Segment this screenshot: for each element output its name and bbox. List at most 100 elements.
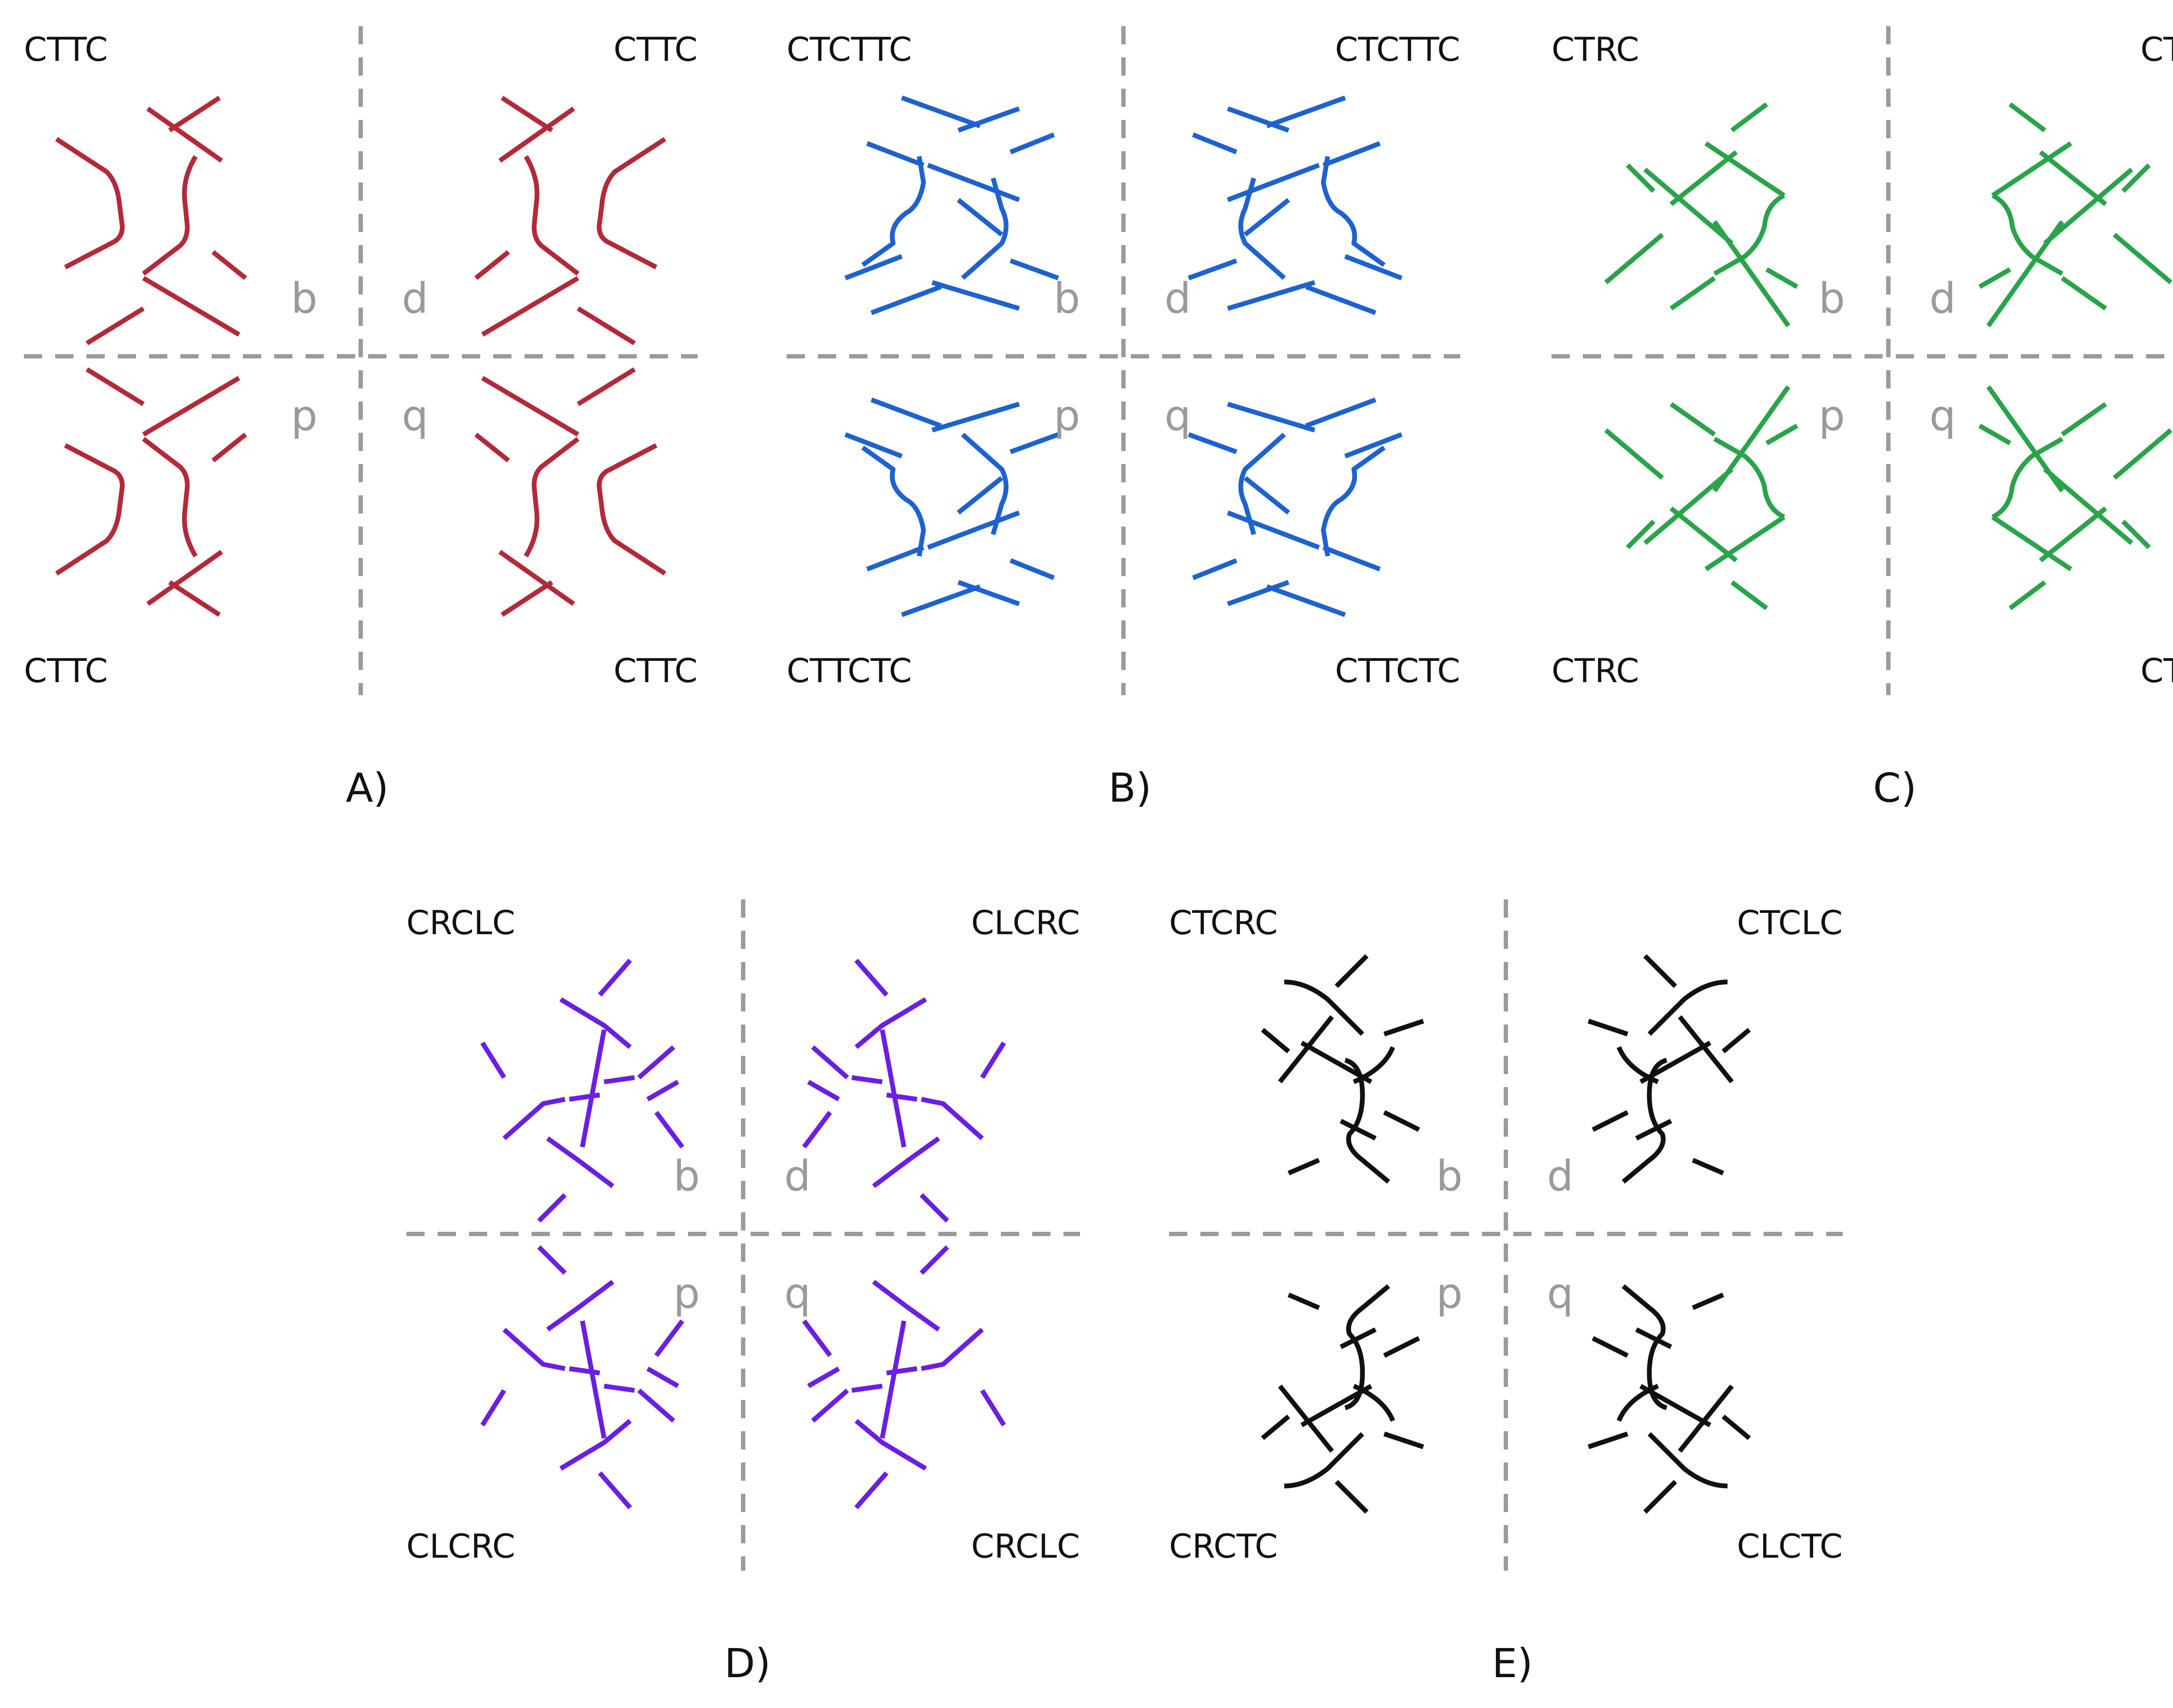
strand-segment — [524, 437, 580, 557]
strand-segment — [1227, 580, 1289, 607]
mirror-letter-c-br: q — [1930, 391, 1956, 440]
strand-segment — [1284, 1432, 1364, 1489]
strand-segment — [481, 376, 579, 437]
strand-segment — [1978, 424, 2011, 445]
strand-segment — [1721, 1414, 1751, 1440]
code-label-c-tl: CTRC — [1552, 30, 1639, 69]
panel-label-e: E) — [1492, 1640, 1533, 1687]
code-label-c-br: CTLC — [2140, 651, 2173, 690]
strand-segment — [980, 1389, 1006, 1426]
strand-segment — [957, 476, 1003, 515]
strand-segment — [1335, 954, 1369, 988]
strand-segment — [537, 1193, 567, 1223]
mirror-letter-b-bl: p — [1054, 391, 1080, 440]
panel-label-a: A) — [346, 765, 389, 811]
strand-segment — [1284, 979, 1364, 1036]
code-label-a-tr: CTTC — [614, 30, 698, 69]
strand-segment — [1243, 198, 1290, 237]
strand-segment — [920, 1097, 984, 1141]
strand-segment — [1626, 163, 1655, 193]
strand-segment — [1010, 258, 1059, 281]
strand-segment — [55, 137, 125, 269]
strand-segment — [2121, 163, 2151, 193]
strand-segment — [1266, 584, 1346, 617]
strand-segment — [886, 1092, 917, 1102]
braid-c-bl — [1604, 385, 1798, 610]
strand-segment — [537, 1245, 567, 1275]
strand-segment — [142, 376, 240, 437]
code-label-e-tr: CTCLC — [1737, 903, 1843, 942]
braid-e-bl — [1261, 1284, 1424, 1514]
strand-segment — [854, 997, 927, 1049]
braid-a-br — [474, 367, 667, 617]
strand-segment — [654, 1111, 684, 1149]
strand-segment — [957, 580, 1020, 607]
strand-segment — [1321, 445, 1386, 557]
strand-segment — [569, 1366, 600, 1376]
strand-segment — [55, 443, 125, 576]
strand-segment — [1383, 1018, 1424, 1037]
code-label-e-bl: CRCTC — [1169, 1527, 1278, 1565]
strand-segment — [1192, 558, 1238, 580]
strand-segment — [1986, 220, 2064, 328]
strand-segment — [580, 1320, 607, 1439]
panel-label-c: C) — [1873, 765, 1917, 811]
strand-segment — [1010, 432, 1059, 454]
strand-segment — [920, 1193, 949, 1223]
strand-segment — [931, 401, 1020, 433]
strand-segment — [880, 1029, 907, 1148]
strand-segment — [2060, 276, 2107, 311]
strand-segment — [2008, 102, 2047, 133]
braid-c-tr — [1978, 102, 2173, 328]
strand-segment — [168, 580, 221, 617]
strand-segment — [872, 1280, 940, 1332]
mirror-letter-d-tl: b — [674, 1152, 700, 1201]
code-label-a-bl: CTTC — [24, 651, 108, 690]
mirror-letter-e-bl: p — [1436, 1269, 1463, 1318]
strand-segment — [1188, 432, 1237, 454]
figure-labels: CTTC b CTTC d CTTC p CTTC q A) CTCTTC b CTCTTC d CTTC… — [24, 30, 2173, 1687]
strand-segment — [1604, 428, 1664, 480]
strand-segment — [1669, 506, 1738, 563]
strand-segment — [1621, 1284, 1668, 1410]
strand-segment — [861, 445, 926, 557]
strand-segment — [1691, 1157, 1724, 1176]
strand-segment — [211, 432, 247, 463]
strand-segment — [901, 584, 981, 617]
strand-segment — [1635, 1119, 1672, 1141]
strand-segment — [1344, 432, 1402, 459]
strand-segment — [480, 1041, 506, 1079]
strand-segment — [498, 106, 575, 163]
code-label-a-tl: CTTC — [24, 30, 108, 69]
strand-segment — [1643, 467, 1734, 545]
strand-segment — [1621, 1058, 1668, 1184]
strand-segment — [474, 250, 510, 280]
strand-segment — [481, 276, 579, 337]
strand-segment — [1712, 385, 1791, 493]
braid-e-br — [1588, 1284, 1751, 1514]
strand-segment — [597, 137, 667, 269]
braid-c-br — [1978, 385, 2173, 610]
strand-segment — [861, 156, 926, 267]
strand-segment — [2060, 402, 2107, 437]
strand-segment — [802, 1319, 832, 1357]
strand-segment — [866, 545, 924, 572]
code-label-d-br: CRCLC — [971, 1527, 1080, 1565]
braid-b-bl — [844, 397, 1059, 617]
strand-segment — [1643, 1480, 1677, 1514]
strand-segment — [1188, 258, 1237, 281]
code-label-e-tl: CTCRC — [1169, 903, 1278, 942]
strand-segment — [146, 550, 223, 606]
strand-segment — [500, 96, 554, 133]
strand-segment — [500, 580, 554, 617]
strand-segment — [654, 1319, 684, 1357]
strand-segment — [1730, 580, 1768, 610]
strand-segment — [1227, 401, 1316, 433]
braid-a-tl — [55, 96, 247, 345]
strand-segment — [854, 958, 889, 997]
mirror-letter-b-br: q — [1165, 391, 1191, 440]
strand-segment — [1704, 515, 1786, 571]
strand-segment — [1238, 432, 1286, 535]
strand-segment — [1991, 141, 2073, 198]
strand-segment — [524, 155, 580, 276]
